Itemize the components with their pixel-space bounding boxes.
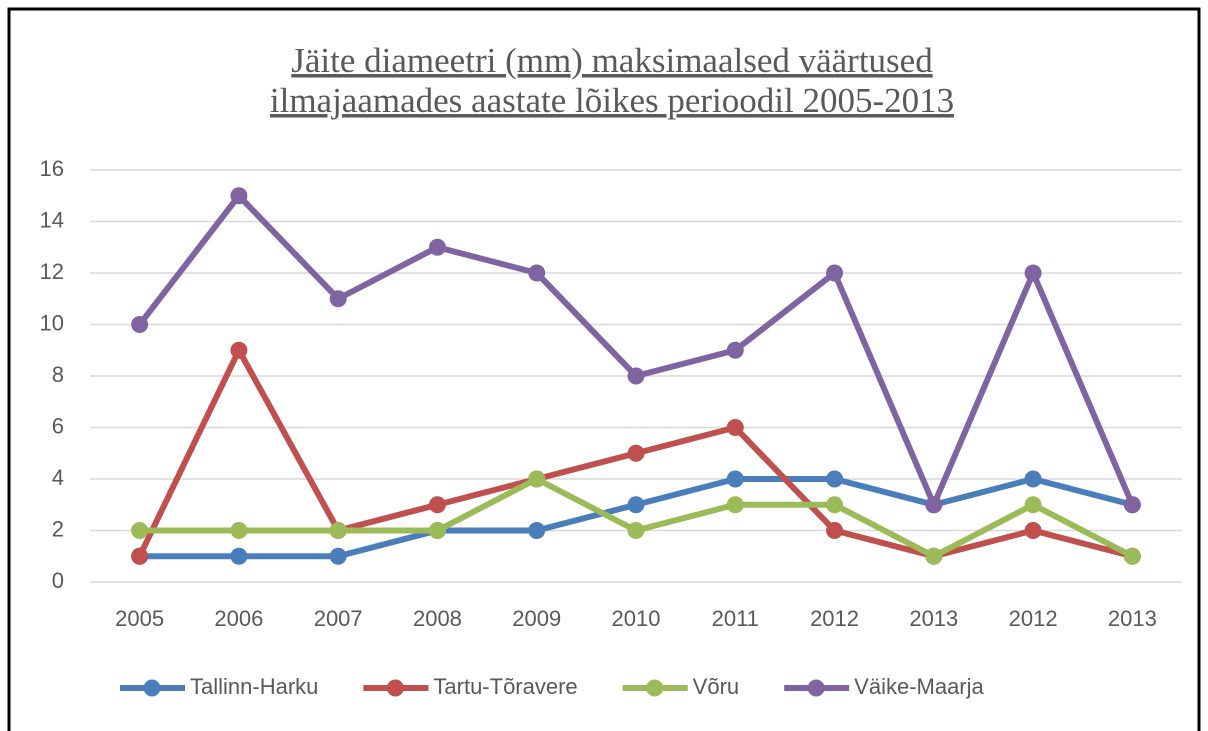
data-point: [1123, 547, 1141, 565]
data-point: [1024, 496, 1042, 514]
legend-marker: [807, 679, 825, 697]
legend-label: Tartu-Tõravere: [433, 674, 577, 699]
data-point: [1024, 522, 1042, 539]
data-point: [726, 419, 744, 436]
x-tick-label: 2012: [1009, 606, 1058, 631]
x-tick-label: 2010: [612, 606, 661, 631]
data-point: [627, 444, 645, 462]
data-point: [925, 496, 943, 514]
legend-label: Väike-Maarja: [854, 674, 984, 699]
data-point: [230, 187, 248, 205]
data-point: [1024, 264, 1042, 282]
legend-marker: [386, 679, 404, 697]
data-point: [1123, 496, 1141, 514]
y-tick-label: 0: [52, 568, 64, 593]
data-point: [826, 470, 844, 488]
legend-marker: [646, 679, 664, 697]
chart-title: ilmajaamades aastate lõikes perioodil 20…: [270, 81, 954, 120]
legend-label: Võru: [693, 674, 739, 699]
y-tick-label: 8: [52, 362, 64, 387]
data-point: [726, 341, 744, 359]
x-tick-label: 2008: [413, 606, 462, 631]
data-point: [528, 264, 546, 282]
data-point: [627, 367, 645, 385]
data-point: [329, 290, 347, 308]
y-tick-label: 6: [52, 413, 64, 438]
data-point: [131, 547, 149, 565]
x-tick-label: 2009: [512, 606, 561, 631]
data-point: [329, 547, 347, 565]
y-tick-label: 12: [40, 259, 64, 284]
x-tick-label: 2011: [712, 606, 759, 631]
y-tick-label: 10: [40, 310, 64, 335]
x-tick-label: 2005: [115, 606, 164, 631]
data-point: [428, 522, 446, 539]
frame: [7, 7, 1201, 731]
data-point: [230, 341, 248, 359]
x-tick-label: 2013: [909, 606, 958, 631]
data-point: [230, 522, 248, 539]
data-point: [131, 316, 149, 333]
data-point: [726, 470, 744, 488]
data-point: [826, 264, 844, 282]
x-tick-label: 2012: [810, 606, 859, 631]
x-tick-label: 2013: [1108, 606, 1157, 631]
data-point: [230, 547, 248, 565]
data-point: [826, 522, 844, 539]
data-point: [627, 496, 645, 514]
data-point: [329, 522, 347, 539]
data-point: [528, 470, 546, 488]
y-tick-label: 4: [52, 465, 64, 490]
data-point: [826, 496, 844, 514]
data-point: [726, 496, 744, 514]
x-tick-label: 2007: [314, 606, 363, 631]
data-point: [131, 522, 149, 539]
x-tick-label: 2006: [214, 606, 263, 631]
data-point: [428, 496, 446, 514]
data-point: [428, 238, 446, 256]
y-tick-label: 16: [40, 156, 64, 181]
data-point: [528, 522, 546, 539]
y-tick-label: 14: [40, 207, 64, 232]
data-point: [627, 522, 645, 539]
data-point: [1024, 470, 1042, 488]
y-tick-label: 2: [52, 516, 64, 541]
data-point: [925, 547, 943, 565]
legend-marker: [143, 679, 161, 697]
chart-title: Jäite diameetri (mm) maksimaalsed väärtu…: [291, 41, 933, 80]
legend-label: Tallinn-Harku: [190, 674, 318, 699]
